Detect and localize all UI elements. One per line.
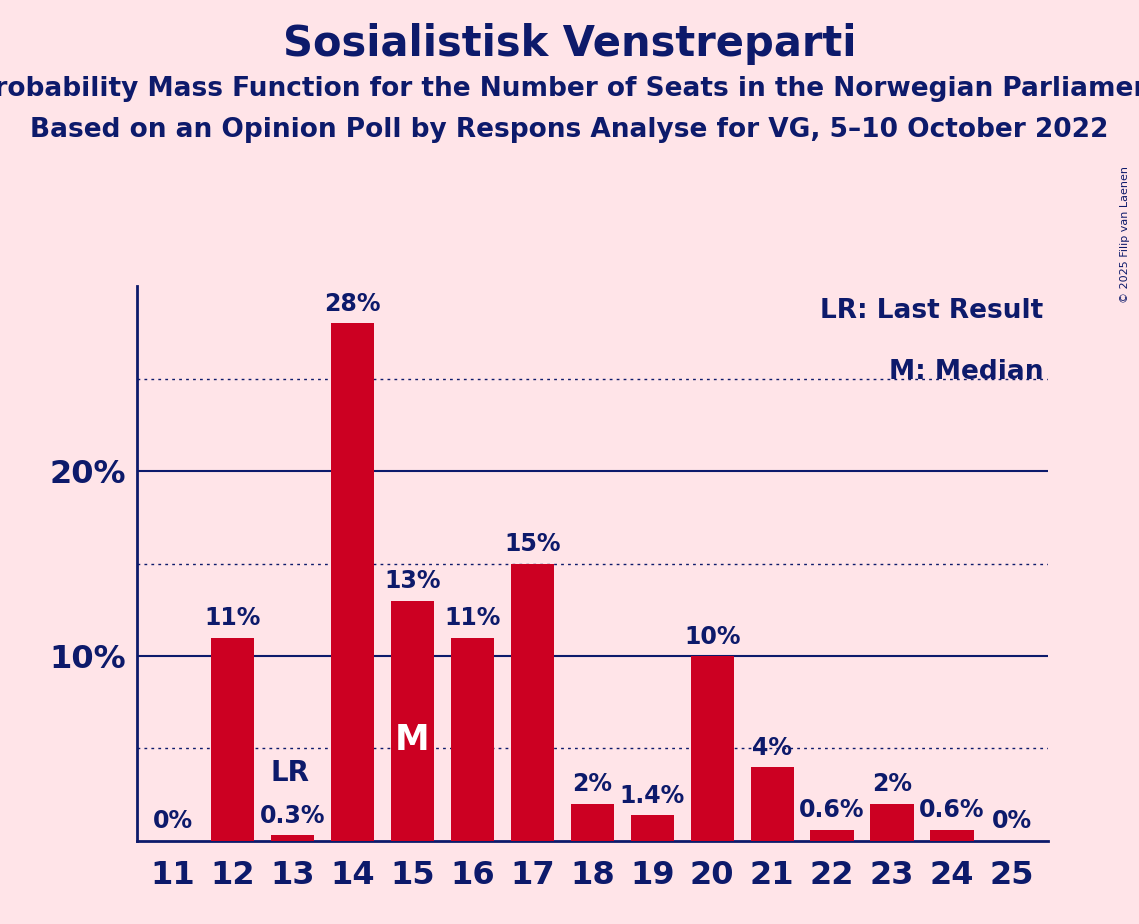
- Text: Sosialistisk Venstreparti: Sosialistisk Venstreparti: [282, 23, 857, 65]
- Bar: [751, 767, 794, 841]
- Text: 2%: 2%: [872, 772, 912, 796]
- Bar: [931, 830, 974, 841]
- Bar: [631, 815, 674, 841]
- Text: 4%: 4%: [752, 736, 792, 760]
- Text: © 2025 Filip van Laenen: © 2025 Filip van Laenen: [1120, 166, 1130, 303]
- Bar: [451, 638, 494, 841]
- Text: 0%: 0%: [153, 809, 192, 833]
- Text: 1.4%: 1.4%: [620, 784, 685, 808]
- Text: 0.3%: 0.3%: [260, 804, 326, 828]
- Text: 2%: 2%: [572, 772, 613, 796]
- Bar: [510, 564, 554, 841]
- Text: 15%: 15%: [505, 532, 560, 556]
- Bar: [391, 601, 434, 841]
- Bar: [870, 804, 913, 841]
- Text: Probability Mass Function for the Number of Seats in the Norwegian Parliament: Probability Mass Function for the Number…: [0, 76, 1139, 102]
- Text: 13%: 13%: [384, 569, 441, 593]
- Bar: [811, 830, 853, 841]
- Text: LR: LR: [270, 760, 309, 787]
- Text: 10%: 10%: [683, 625, 740, 649]
- Text: LR: Last Result: LR: Last Result: [820, 298, 1043, 323]
- Text: 28%: 28%: [325, 292, 380, 316]
- Text: 11%: 11%: [204, 606, 261, 630]
- Text: 0.6%: 0.6%: [919, 798, 985, 822]
- Text: M: Median: M: Median: [888, 359, 1043, 384]
- Bar: [571, 804, 614, 841]
- Text: M: M: [395, 723, 429, 757]
- Text: 0%: 0%: [992, 809, 1032, 833]
- Bar: [211, 638, 254, 841]
- Text: Based on an Opinion Poll by Respons Analyse for VG, 5–10 October 2022: Based on an Opinion Poll by Respons Anal…: [31, 117, 1108, 143]
- Bar: [690, 656, 734, 841]
- Bar: [331, 323, 374, 841]
- Bar: [271, 835, 314, 841]
- Text: 11%: 11%: [444, 606, 500, 630]
- Text: 0.6%: 0.6%: [800, 798, 865, 822]
